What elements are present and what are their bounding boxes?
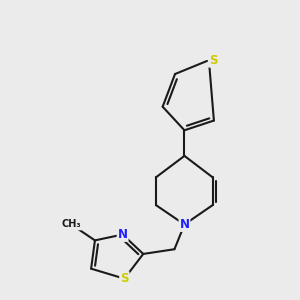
Text: N: N (118, 228, 128, 241)
Text: N: N (179, 218, 190, 231)
Text: S: S (120, 272, 129, 285)
Text: S: S (209, 54, 218, 67)
Text: CH₃: CH₃ (61, 220, 81, 230)
